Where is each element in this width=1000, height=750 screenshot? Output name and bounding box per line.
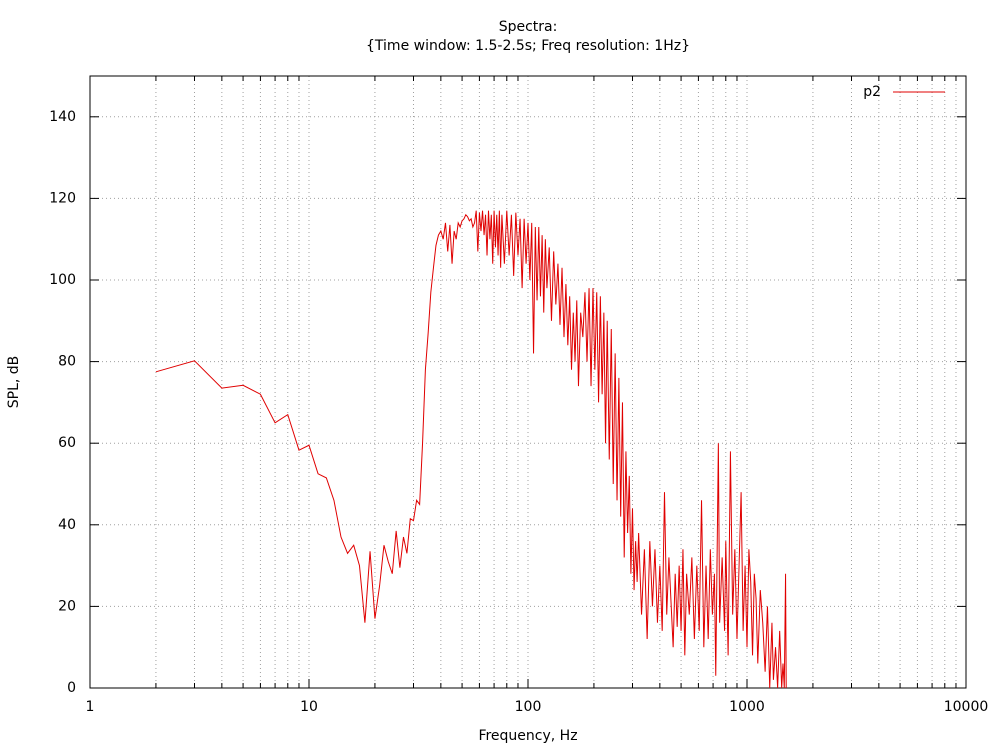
x-tick-label: 10 <box>300 699 318 715</box>
chart-subtitle: {Time window: 1.5-2.5s; Freq resolution:… <box>366 38 690 54</box>
x-tick-label: 100 <box>515 699 542 715</box>
y-axis-label: SPL, dB <box>6 356 22 409</box>
series-line <box>155 210 787 688</box>
y-tick-label: 40 <box>58 517 76 533</box>
legend-label: p2 <box>863 84 881 100</box>
x-axis-label: Frequency, Hz <box>478 728 577 744</box>
plot-border <box>89 75 967 689</box>
x-tick-label: 1 <box>86 699 95 715</box>
y-tick-label: 60 <box>58 435 76 451</box>
x-tick-label: 1000 <box>729 699 765 715</box>
y-tick-label: 80 <box>58 354 76 370</box>
y-tick-label: 140 <box>49 109 76 125</box>
y-tick-label: 100 <box>49 272 76 288</box>
chart-title: Spectra: <box>499 19 558 35</box>
y-tick-label: 20 <box>58 598 76 614</box>
x-tick-label: 10000 <box>944 699 989 715</box>
y-tick-label: 0 <box>67 680 76 696</box>
y-tick-label: 120 <box>49 190 76 206</box>
